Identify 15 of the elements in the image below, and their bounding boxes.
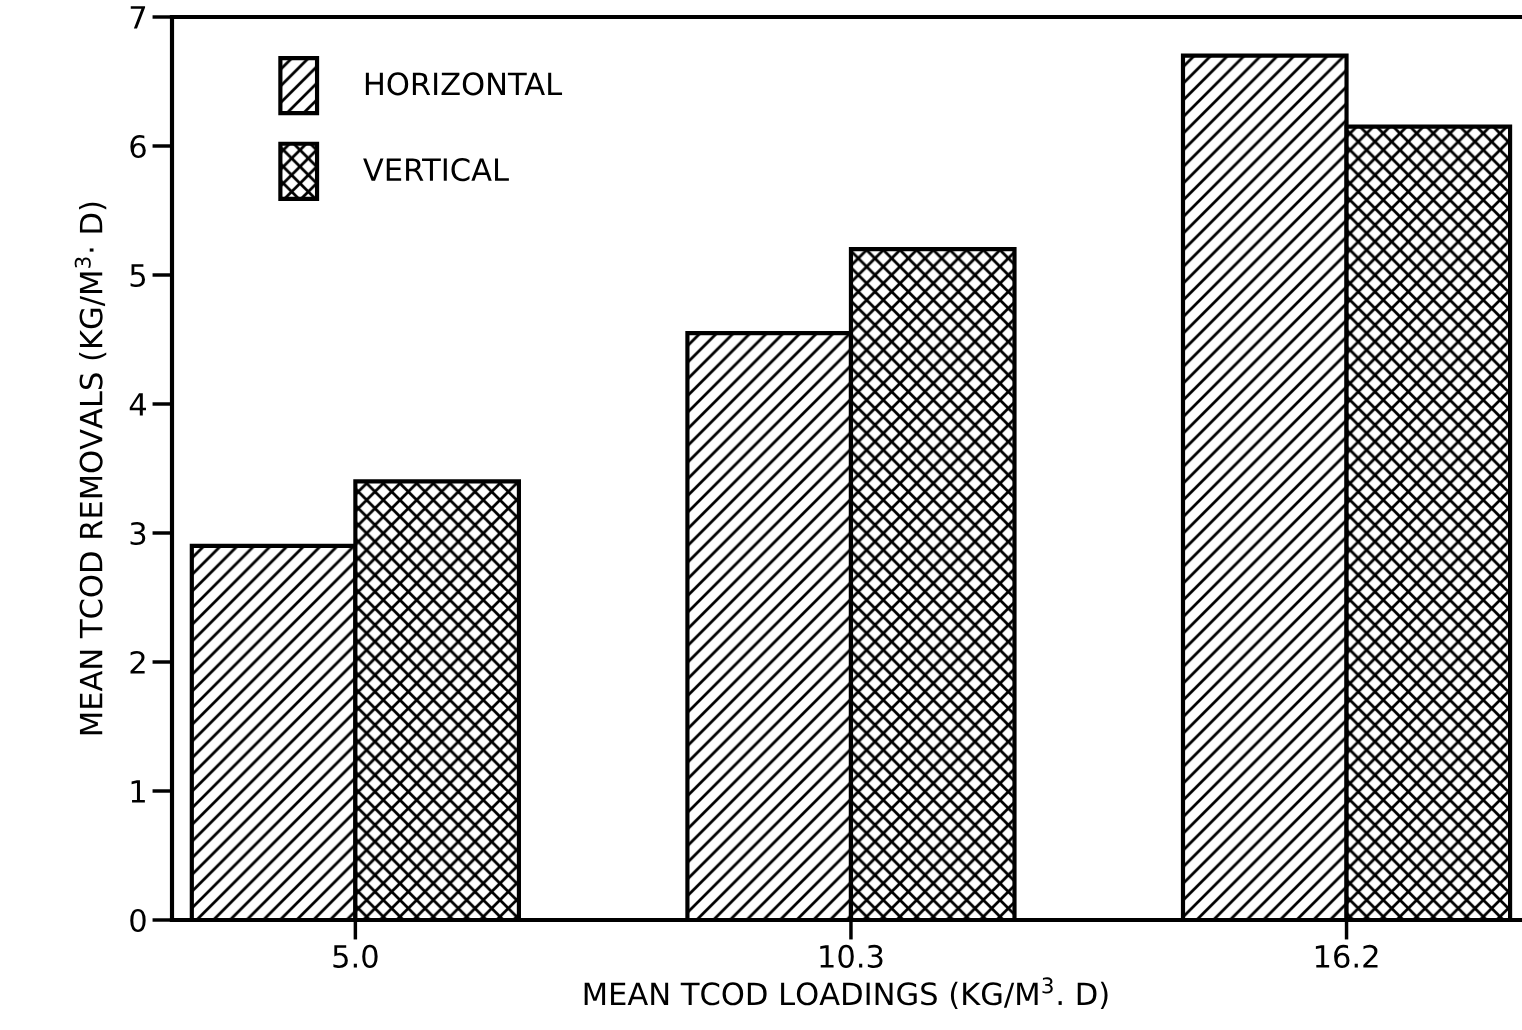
y-tick-label: 3 — [130, 521, 146, 546]
y-tick-label: 5 — [130, 264, 146, 288]
x-tick-label: 5.0 — [333, 944, 378, 968]
y-tick-label: 6 — [130, 134, 146, 159]
y-tick-label: 2 — [130, 650, 145, 674]
x-tick-label: 16.2 — [1315, 944, 1378, 968]
y-tick-label: 1 — [131, 780, 145, 803]
y-tick-label: 0 — [130, 908, 146, 933]
x-axis-title: MEAN TCOD LOADINGS (KG/M$^{3}$. D) — [584, 977, 1108, 1009]
y-tick-label: 7 — [130, 6, 146, 29]
x-tick-label: 10.3 — [820, 944, 883, 968]
y-tick-label: 4 — [129, 393, 146, 416]
legend-label: HORIZONTAL — [365, 72, 563, 96]
y-axis-title: MEAN TCOD REMOVALS (KG/M$^{3}$· D) — [74, 202, 107, 735]
legend-label: VERTICAL — [363, 158, 509, 182]
